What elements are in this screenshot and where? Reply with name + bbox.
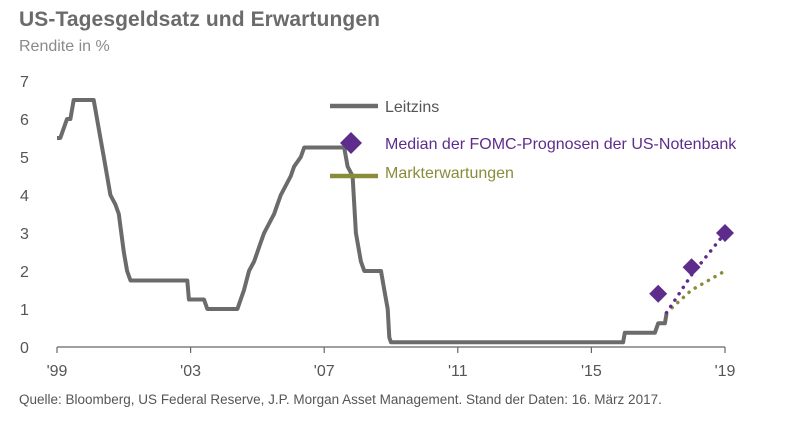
legend: Leitzins Median der FOMC-Prognosen der US… — [330, 99, 737, 182]
x-tick-label: '03 — [180, 363, 201, 380]
axes: 0 1 2 3 4 5 6 7 '99 '03 '07 '11 '15 '19 — [20, 74, 736, 380]
legend-label-markterwartungen: Markterwartungen — [385, 165, 514, 182]
series-markterwartungen-line — [664, 269, 727, 315]
x-tick-label: '99 — [47, 363, 68, 380]
x-tick-label: '11 — [448, 363, 468, 380]
y-tick-label: 7 — [20, 74, 29, 91]
x-tick-label: '15 — [581, 363, 602, 380]
y-tick-label: 2 — [20, 264, 29, 281]
legend-label-fomc: Median der FOMC-Prognosen der US-Notenba… — [385, 136, 737, 153]
y-tick-label: 3 — [20, 226, 29, 243]
chart-title: US-Tagesgeldsatz und Erwartungen — [19, 8, 381, 31]
x-tick-label: '19 — [715, 363, 736, 380]
fomc-median-point — [682, 258, 701, 277]
series-fomc-dotted-line — [664, 231, 727, 315]
series-leitzins-line — [57, 98, 669, 345]
fomc-median-point — [716, 224, 734, 242]
legend-label-leitzins: Leitzins — [385, 99, 439, 116]
y-tick-label: 1 — [20, 302, 29, 319]
y-tick-label: 6 — [20, 112, 29, 129]
x-tick-label: '07 — [314, 363, 335, 380]
y-tick-label: 5 — [20, 150, 29, 167]
series-layer — [57, 98, 734, 345]
fomc-median-point — [649, 284, 668, 303]
y-tick-label: 0 — [20, 340, 29, 357]
source-note: Quelle: Bloomberg, US Federal Reserve, J… — [19, 392, 662, 407]
legend-swatch-fomc — [340, 132, 362, 154]
y-tick-label: 4 — [20, 188, 29, 205]
chart-subtitle: Rendite in % — [19, 38, 110, 55]
